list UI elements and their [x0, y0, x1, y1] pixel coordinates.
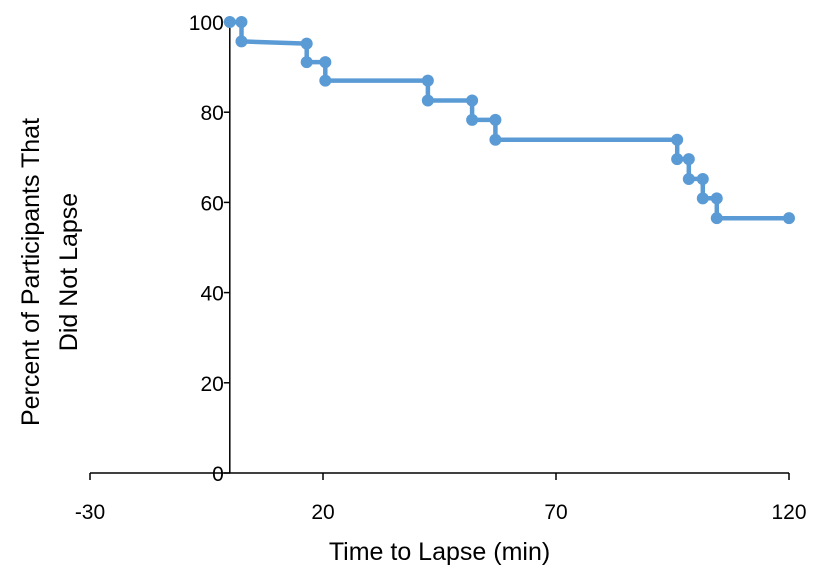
data-point: [671, 133, 684, 146]
data-point: [421, 94, 434, 107]
data-point: [671, 153, 684, 166]
data-point: [319, 56, 332, 69]
data-point: [710, 192, 723, 205]
data-point: [682, 153, 695, 166]
y-axis-title-line-2: Did Not Lapse: [55, 193, 83, 351]
data-point: [223, 16, 236, 28]
data-point: [783, 212, 795, 225]
data-point: [489, 133, 502, 146]
tick-labels: -30 20 70 120 0 20 40 60 80 100: [75, 12, 807, 524]
axes: [89, 21, 790, 480]
x-axis-title: Time to Lapse (min): [329, 538, 550, 566]
y-tick-label: 80: [200, 102, 223, 125]
series-line: [229, 19, 789, 221]
data-point: [319, 74, 332, 87]
data-point: [696, 192, 709, 205]
data-point: [696, 172, 709, 185]
series-layer: [223, 16, 795, 225]
data-point: [710, 212, 723, 225]
data-point: [235, 16, 248, 28]
data-point: [300, 37, 313, 50]
y-tick-label: 100: [189, 12, 224, 35]
y-tick-label: 20: [200, 373, 223, 396]
data-point: [466, 94, 479, 107]
y-tick-label: 40: [200, 283, 223, 306]
x-tick-label: 120: [771, 501, 806, 524]
data-point: [489, 113, 502, 126]
x-tick-label: 70: [544, 501, 567, 524]
data-point: [235, 35, 248, 48]
y-axis-title-line-1: Percent of Participants That: [17, 118, 45, 426]
axis-titles: Time to Lapse (min) Percent of Participa…: [17, 118, 550, 566]
data-point: [300, 56, 313, 69]
x-tick-label: 20: [311, 501, 334, 524]
x-tick-label: -30: [75, 501, 105, 524]
y-tick-label: 0: [212, 463, 224, 486]
data-point: [466, 113, 479, 126]
y-tick-label: 60: [200, 192, 223, 215]
data-point: [421, 74, 434, 87]
data-point: [682, 172, 695, 185]
